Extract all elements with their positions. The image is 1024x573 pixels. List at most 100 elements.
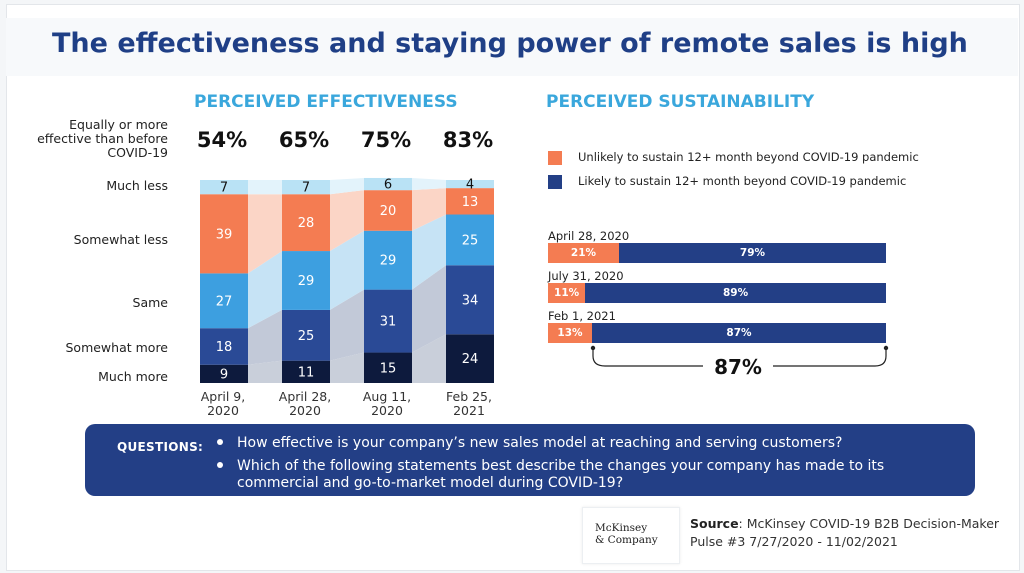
connector-band: [330, 177, 364, 195]
bar-segment: [282, 309, 330, 361]
summary-value: 54%: [196, 128, 248, 152]
bar-segment: [282, 194, 330, 252]
legend-swatch: [548, 150, 562, 165]
mckinsey-logo: McKinsey & Company: [582, 507, 680, 564]
data-label: 13: [462, 195, 479, 210]
date-label: Aug 11, 2020: [362, 389, 412, 418]
connector-band: [412, 334, 446, 383]
data-label: 25: [298, 329, 315, 344]
bar-segment: [364, 352, 412, 383]
bar-segment-likely: 79%: [618, 243, 886, 263]
row-label-somewhat-less: Somewhat less: [73, 232, 168, 247]
connector-band: [330, 352, 364, 383]
bar-segment-unlikely: 13%: [548, 323, 592, 343]
bullet-icon: [217, 462, 223, 468]
sustainability-date: Feb 1, 2021: [548, 309, 616, 323]
bullet-icon: [217, 439, 223, 445]
data-label: 27: [216, 294, 233, 309]
sustainability-bar: 11% 89%: [548, 283, 886, 303]
logo-line: & Company: [595, 534, 658, 546]
connector-band: [330, 289, 364, 361]
bar-segment: [446, 188, 494, 215]
bar-segment: [282, 251, 330, 310]
data-label: 18: [216, 340, 233, 355]
data-label: 39: [216, 227, 233, 242]
connector-band: [248, 309, 282, 365]
summary-value: 83%: [442, 128, 494, 152]
data-label: 7: [302, 181, 310, 196]
connector-band: [248, 251, 282, 329]
connector-band: [412, 177, 446, 191]
questions-title: QUESTIONS:: [117, 440, 204, 454]
bar-segment: [364, 230, 412, 290]
effectiveness-heading: PERCEIVED EFFECTIVENESS: [194, 92, 458, 112]
slide-title: The effectiveness and staying power of r…: [52, 28, 968, 59]
bar-segment: [446, 214, 494, 266]
date-label: April 28, 2020: [278, 389, 332, 418]
connector-band: [248, 360, 282, 383]
bar-segment: [200, 273, 248, 329]
bar-segment: [446, 334, 494, 383]
connector-band: [330, 190, 364, 252]
bar-segment: [446, 180, 494, 189]
row-label-same: Same: [132, 295, 168, 310]
data-label: 24: [462, 352, 479, 367]
row-label-somewhat-more: Somewhat more: [65, 340, 168, 355]
sustainability-bar: 13% 87%: [548, 323, 886, 343]
bar-segment: [200, 194, 248, 274]
data-label: 7: [220, 181, 228, 196]
data-label: 34: [462, 293, 479, 308]
connector-band: [412, 188, 446, 231]
questions-box: QUESTIONS: How effective is your company…: [85, 424, 975, 496]
question-item: How effective is your company’s new sale…: [237, 435, 843, 451]
data-label: 29: [380, 254, 397, 269]
bar-segment-likely: 89%: [585, 283, 886, 303]
source-note: Source: McKinsey COVID-19 B2B Decision-M…: [690, 516, 1000, 549]
bar-segment: [200, 180, 248, 195]
title-band: [6, 18, 1018, 76]
data-label: 28: [298, 216, 315, 231]
legend-unlikely: Unlikely to sustain 12+ month beyond COV…: [548, 150, 919, 165]
sustainability-date: July 31, 2020: [548, 269, 624, 283]
data-label: 6: [384, 178, 392, 193]
bar-segment: [282, 180, 330, 195]
date-label: April 9, 2020: [200, 389, 246, 418]
legend-likely: Likely to sustain 12+ month beyond COVID…: [548, 174, 906, 189]
bar-segment: [446, 265, 494, 335]
connector-band: [248, 194, 282, 274]
bar-segment: [364, 177, 412, 191]
sustainability-date: April 28, 2020: [548, 229, 630, 243]
connector-band: [412, 214, 446, 290]
data-label: 29: [298, 274, 315, 289]
row-label-much-less: Much less: [106, 178, 168, 193]
bar-segment-unlikely: 21%: [548, 243, 619, 263]
bar-segment-likely: 87%: [591, 323, 886, 343]
bar-segment: [364, 289, 412, 353]
connector-band: [248, 180, 282, 195]
date-label: Feb 25, 2021: [446, 389, 492, 418]
data-label: 4: [466, 178, 474, 193]
bar-segment-unlikely: 11%: [548, 283, 586, 303]
connector-band: [330, 230, 364, 310]
bracket-value: 87%: [703, 355, 773, 379]
data-label: 15: [380, 361, 397, 376]
summary-value: 75%: [360, 128, 412, 152]
logo-line: McKinsey: [595, 522, 648, 534]
data-label: 20: [380, 204, 397, 219]
data-label: 11: [298, 365, 315, 380]
bar-segment: [200, 328, 248, 365]
sustainability-heading: PERCEIVED SUSTAINABILITY: [546, 92, 815, 112]
data-label: 31: [380, 315, 397, 330]
summary-value: 65%: [278, 128, 330, 152]
data-label: 9: [220, 367, 228, 382]
bar-segment: [364, 190, 412, 231]
connector-band: [412, 265, 446, 353]
data-label: 25: [462, 233, 479, 248]
summary-label: Equally or more effective than before CO…: [37, 117, 168, 160]
question-item: Which of the following statements best d…: [237, 458, 885, 491]
legend-swatch: [548, 174, 562, 189]
bar-segment: [200, 364, 248, 383]
row-label-much-more: Much more: [98, 369, 168, 384]
sustainability-bar: 21% 79%: [548, 243, 886, 263]
